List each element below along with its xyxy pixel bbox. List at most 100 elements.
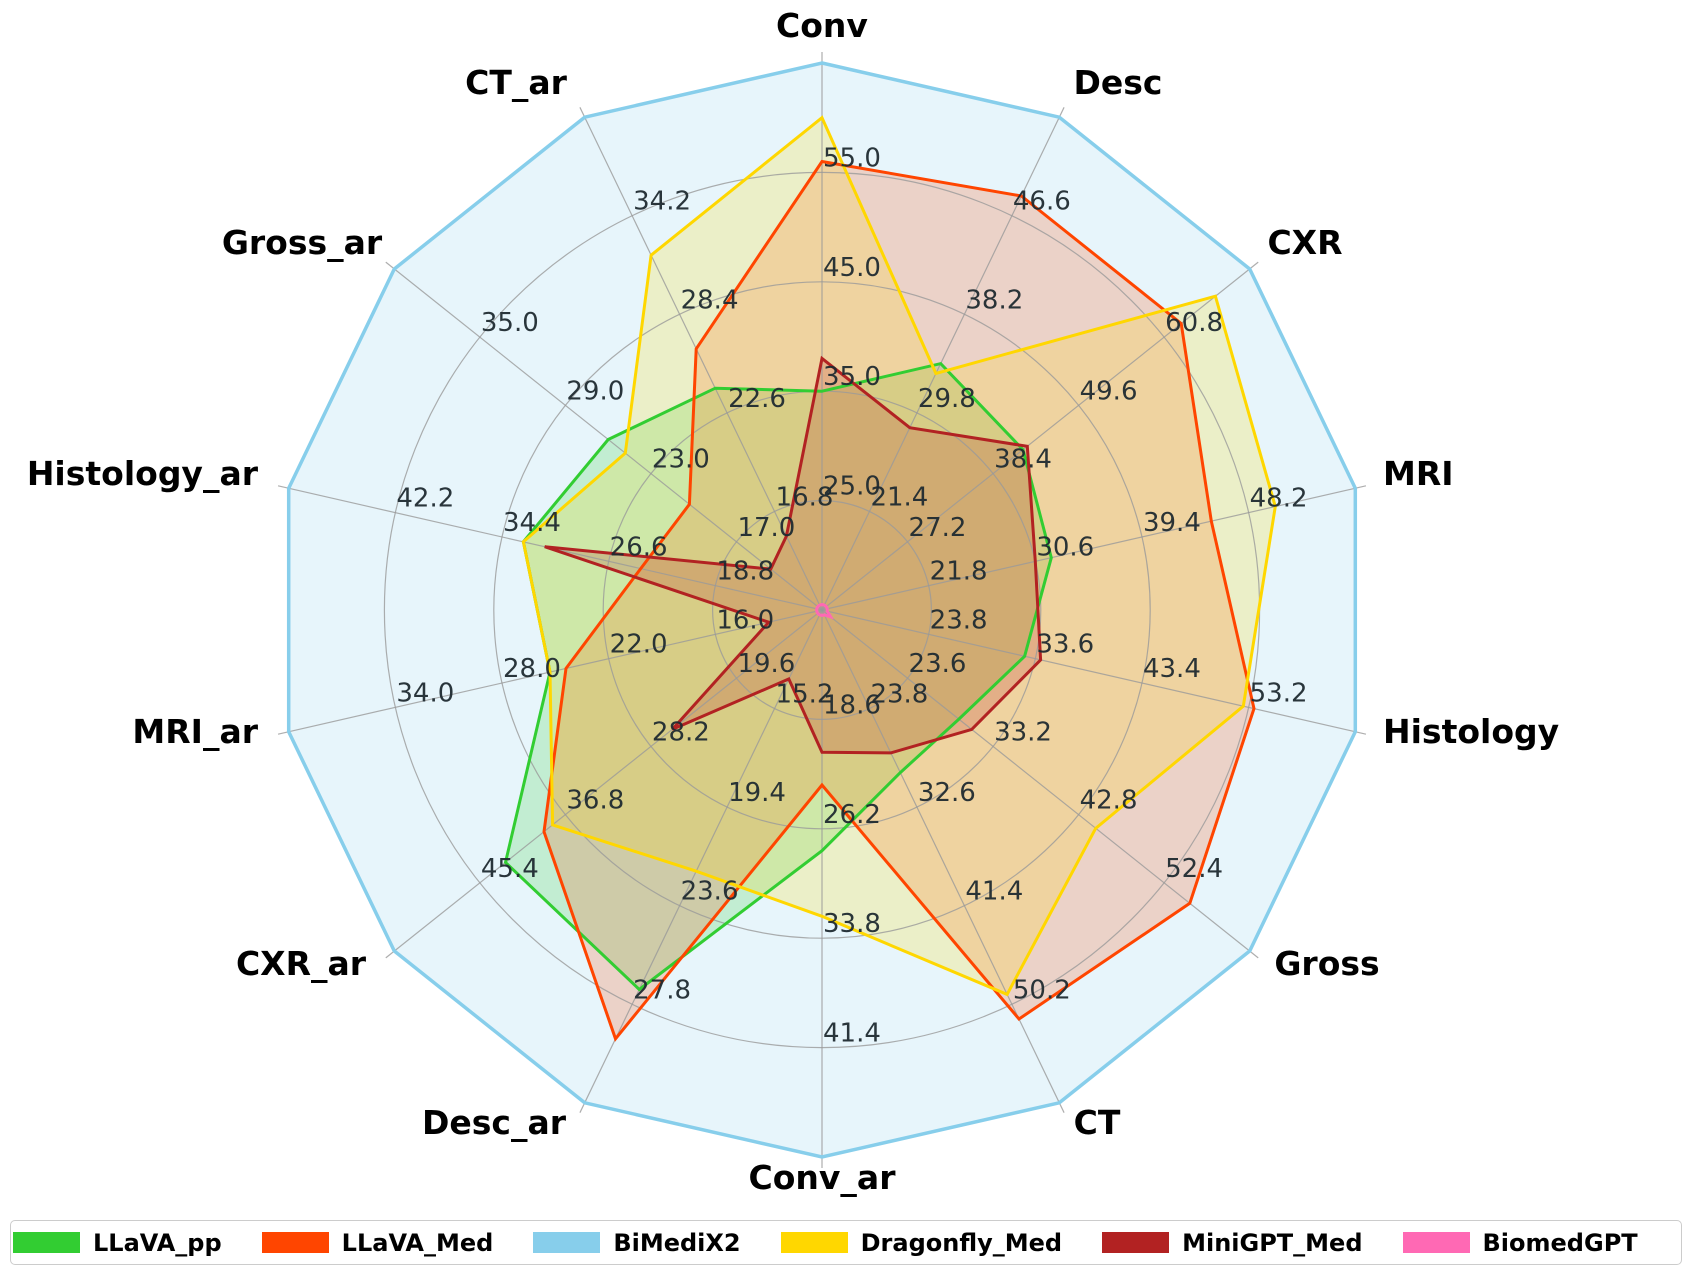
axis-label-mri: MRI xyxy=(1383,454,1454,493)
series-line-biomedgpt xyxy=(815,602,834,620)
tick-label: 23.8 xyxy=(930,605,988,635)
legend-swatch xyxy=(13,1232,80,1253)
series-line-bimedix2 xyxy=(286,61,1358,1159)
tick-label: 45.4 xyxy=(481,854,539,884)
tick-labels: 25.0 35.0 45.0 55.0 21.4 29.8 38.2 46.6 27.2 38.4… xyxy=(396,143,1307,1048)
tick-label: 34.0 xyxy=(396,678,454,708)
tick-label: 55.0 xyxy=(823,143,881,173)
grid-spoke xyxy=(385,261,823,611)
radar-chart: 25.0 35.0 45.0 55.0 21.4 29.8 38.2 46.6 27.2 38.4… xyxy=(27,6,1559,1197)
tick-label: 42.2 xyxy=(396,484,454,514)
tick-label: 23.6 xyxy=(909,649,967,679)
tick-label: 49.6 xyxy=(1080,376,1138,406)
axis-labels: Conv Desc CXR MRI Histology Gross CT Conv_ar Des… xyxy=(27,6,1559,1197)
axis-label-conv: Conv xyxy=(776,6,868,45)
legend-item-minigpt-med: MiniGPT_Med xyxy=(1102,1228,1363,1257)
tick-label: 48.2 xyxy=(1250,484,1308,514)
series-fill-minigpt_med xyxy=(544,358,1041,753)
tick-label: 27.2 xyxy=(909,513,967,543)
grid-spoke xyxy=(821,609,1065,1113)
grid-spoke xyxy=(821,609,1259,959)
legend-label: LLaVA_pp xyxy=(93,1228,222,1257)
tick-label: 50.2 xyxy=(1013,975,1071,1005)
tick-label: 21.8 xyxy=(930,557,988,587)
tick-label: 34.2 xyxy=(633,187,691,217)
legend-label: BiomedGPT xyxy=(1482,1228,1638,1257)
legend-swatch xyxy=(261,1232,329,1253)
tick-label: 34.4 xyxy=(503,508,561,538)
grid-spoke xyxy=(385,609,823,959)
tick-label: 39.4 xyxy=(1143,508,1201,538)
tick-label: 30.6 xyxy=(1036,532,1094,562)
tick-label: 53.2 xyxy=(1250,678,1308,708)
tick-label: 23.0 xyxy=(652,445,710,475)
tick-label: 28.2 xyxy=(652,717,710,747)
tick-label: 26.6 xyxy=(610,532,668,562)
tick-label: 38.2 xyxy=(965,285,1023,315)
series-fill-dragonfly_med xyxy=(523,117,1276,995)
tick-label: 35.0 xyxy=(823,362,881,392)
tick-label: 52.4 xyxy=(1165,854,1223,884)
legend-label: MiniGPT_Med xyxy=(1182,1228,1363,1257)
axis-label-histology-ar: Histology_ar xyxy=(27,454,259,493)
legend-item-bimedix2: BiMediX2 xyxy=(533,1228,741,1257)
tick-label: 28.0 xyxy=(503,654,561,684)
grid-spoke xyxy=(579,107,823,611)
tick-label: 16.8 xyxy=(776,482,834,512)
grid-spoke xyxy=(579,609,823,1113)
tick-label: 35.0 xyxy=(481,308,539,338)
tick-label: 36.8 xyxy=(566,786,624,816)
tick-label: 26.2 xyxy=(823,800,881,830)
tick-label: 15.2 xyxy=(776,680,834,710)
tick-label: 23.6 xyxy=(681,877,739,907)
axis-label-desc: Desc xyxy=(1074,63,1163,102)
axis-label-desc-ar: Desc_ar xyxy=(422,1103,567,1142)
tick-label: 19.6 xyxy=(737,649,795,679)
axis-label-ct-ar: CT_ar xyxy=(465,63,567,102)
tick-label: 46.6 xyxy=(1013,187,1071,217)
tick-label: 41.4 xyxy=(823,1019,881,1049)
axis-label-mri-ar: MRI_ar xyxy=(132,712,258,751)
series-fill-llava_pp xyxy=(505,363,1052,990)
axis-label-ct: CT xyxy=(1074,1103,1121,1142)
series-lines xyxy=(286,61,1358,1159)
axis-label-gross: Gross xyxy=(1274,944,1379,983)
tick-label: 38.4 xyxy=(994,445,1052,475)
tick-label: 23.8 xyxy=(870,680,928,710)
tick-label: 16.0 xyxy=(716,605,774,635)
axis-label-cxr-ar: CXR_ar xyxy=(236,944,367,983)
legend-label: LLaVA_Med xyxy=(341,1228,494,1257)
grid-spoke xyxy=(821,261,1259,611)
legend-swatch xyxy=(533,1232,601,1253)
tick-label: 45.0 xyxy=(823,253,881,283)
tick-label: 43.4 xyxy=(1143,654,1201,684)
legend-swatch xyxy=(1102,1232,1170,1253)
grid-spoke xyxy=(821,609,1367,735)
legend-item-llava-med: LLaVA_Med xyxy=(261,1228,494,1257)
legend-label: BiMediX2 xyxy=(613,1228,741,1257)
tick-label: 60.8 xyxy=(1165,308,1223,338)
legend-item-llava-pp: LLaVA_pp xyxy=(13,1229,222,1257)
series-line-llava_pp xyxy=(503,361,1053,992)
tick-label: 29.8 xyxy=(918,384,976,414)
tick-label: 19.4 xyxy=(728,778,786,808)
legend-item-dragonfly-med: Dragonfly_Med xyxy=(780,1228,1063,1257)
tick-label: 33.6 xyxy=(1036,630,1094,660)
tick-label: 42.8 xyxy=(1080,786,1138,816)
series-line-llava_med xyxy=(542,159,1256,1042)
grid-spoke xyxy=(821,107,1065,611)
tick-label: 21.4 xyxy=(870,482,928,512)
axis-label-histology: Histology xyxy=(1383,712,1559,751)
tick-label: 41.4 xyxy=(965,877,1023,907)
tick-label: 18.8 xyxy=(716,557,774,587)
axis-label-conv-ar: Conv_ar xyxy=(749,1158,897,1197)
legend-label: Dragonfly_Med xyxy=(860,1228,1063,1257)
tick-label: 27.8 xyxy=(633,975,691,1005)
legend-item-biomedgpt: BiomedGPT xyxy=(1402,1228,1638,1257)
legend-swatch xyxy=(780,1232,848,1253)
axis-label-cxr: CXR xyxy=(1267,223,1342,262)
tick-label: 29.0 xyxy=(566,376,624,406)
tick-label: 22.6 xyxy=(728,384,786,414)
tick-label: 33.8 xyxy=(823,909,881,939)
tick-label: 22.0 xyxy=(610,630,668,660)
